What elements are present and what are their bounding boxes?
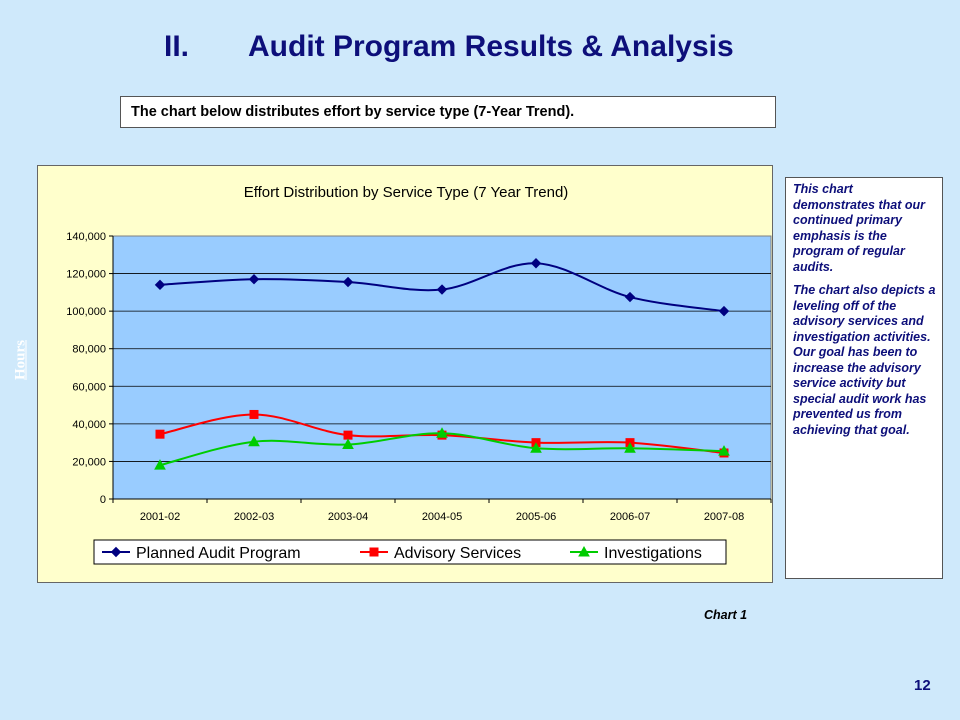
section-number: II.	[164, 30, 190, 63]
series-1-point	[248, 274, 260, 285]
x-tick-label: 2002-03	[234, 511, 274, 523]
legend-marker-3	[578, 545, 590, 557]
series-2-point	[249, 409, 259, 419]
series-3-point	[436, 427, 448, 438]
series-1-point	[154, 279, 166, 291]
series-3-point	[342, 438, 354, 450]
series-3-point	[718, 445, 730, 456]
page-number: 12	[914, 677, 931, 694]
legend-marker-1	[110, 546, 122, 558]
series-2-point	[155, 429, 165, 439]
legend-label-2: Advisory Services	[394, 545, 521, 562]
series-1-point	[530, 258, 542, 269]
title-text: Audit Program Results & Analysis	[248, 30, 734, 63]
series-3-point	[624, 442, 636, 453]
series-1-point	[718, 305, 730, 317]
y-tick-label: 0	[100, 494, 106, 506]
x-tick-label: 2003-04	[328, 511, 368, 523]
subtitle-box: The chart below distributes effort by se…	[120, 96, 776, 128]
x-tick-label: 2004-05	[422, 511, 462, 523]
legend-label-1: Planned Audit Program	[136, 545, 301, 562]
series-1-point	[624, 291, 636, 303]
x-tick-label: 2007-08	[704, 511, 744, 523]
y-tick-label: 60,000	[72, 381, 106, 393]
y-axis-label: Hours	[12, 339, 29, 381]
series-3-point	[530, 442, 542, 453]
line-chart: Effort Distribution by Service Type (7 Y…	[66, 184, 772, 565]
side-note-paragraph-2: The chart also depicts a leveling off of…	[793, 283, 936, 437]
legend-marker-2	[369, 547, 379, 557]
series-3-point	[248, 435, 260, 447]
y-tick-label: 120,000	[66, 269, 106, 281]
x-tick-label: 2006-07	[610, 511, 650, 523]
series-1-point	[436, 284, 448, 295]
series-3-point	[154, 459, 166, 470]
legend-box	[93, 539, 727, 565]
y-tick-label: 40,000	[72, 419, 106, 431]
series-2-point	[343, 430, 353, 440]
x-tick-label: 2001-02	[140, 511, 180, 523]
chart-caption: Chart 1	[704, 608, 748, 622]
y-tick-label: 140,000	[66, 231, 106, 243]
side-note-paragraph-1: This chart demonstrates that our continu…	[793, 182, 925, 274]
legend-label-3: Investigations	[604, 545, 702, 562]
series-1-point	[342, 276, 354, 288]
chart-title: Effort Distribution by Service Type (7 Y…	[244, 184, 569, 201]
x-tick-label: 2005-06	[516, 511, 556, 523]
y-tick-label: 100,000	[66, 306, 106, 318]
chart-container: Effort Distribution by Service Type (7 Y…	[37, 165, 773, 583]
y-tick-label: 80,000	[72, 344, 106, 356]
y-tick-label: 20,000	[72, 456, 106, 468]
side-note: This chart demonstrates that our continu…	[785, 177, 943, 579]
plot-area	[112, 235, 772, 500]
